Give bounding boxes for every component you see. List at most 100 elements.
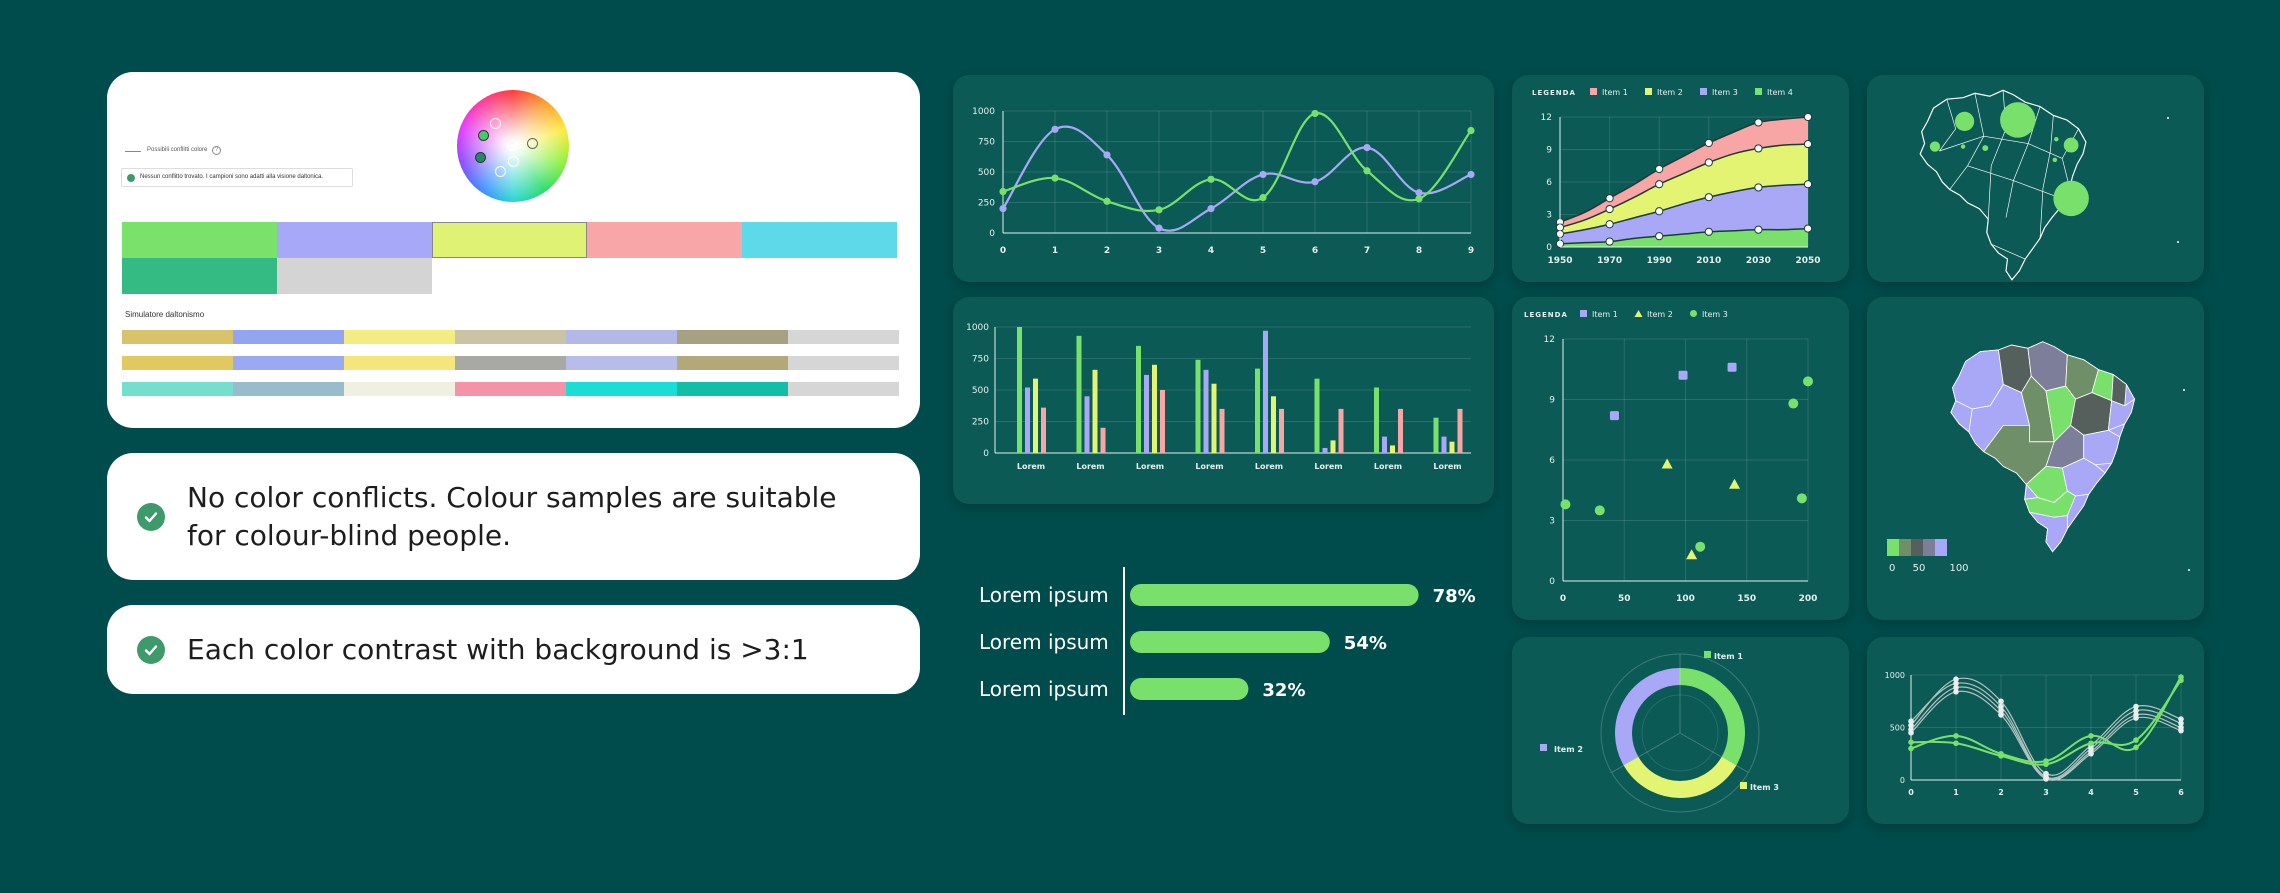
no-conflicts-message: No color conflicts. Colour samples are s… bbox=[137, 473, 877, 560]
simulation-swatch bbox=[566, 356, 677, 370]
scatter-chart-panel: LEGENDA Item 1 Item 2 Item 3 0 3 6 9 12 0 50 100 150… bbox=[1512, 297, 1849, 620]
contrast-text: Each color contrast with background is >… bbox=[187, 632, 809, 666]
data-point bbox=[1051, 125, 1059, 133]
wheel-handle[interactable] bbox=[527, 138, 538, 149]
legend-label: Item 4 bbox=[1767, 88, 1793, 97]
simulation-swatch bbox=[233, 356, 344, 370]
x-tick-label: 9 bbox=[1468, 246, 1474, 256]
bar bbox=[1084, 396, 1090, 453]
wheel-handle[interactable] bbox=[475, 152, 486, 163]
info-icon[interactable]: ? bbox=[212, 146, 221, 155]
data-point bbox=[1259, 170, 1267, 179]
simulation-swatch bbox=[566, 330, 677, 344]
palette-swatch[interactable] bbox=[742, 222, 897, 258]
y-tick-label: 12 bbox=[1541, 113, 1552, 123]
y-tick-label: 1000 bbox=[1885, 671, 1905, 680]
simulation-swatch bbox=[233, 330, 344, 344]
simulation-swatch bbox=[122, 330, 233, 344]
bar bbox=[1041, 407, 1046, 453]
bar bbox=[1195, 359, 1201, 453]
data-point bbox=[1754, 183, 1763, 192]
data-point bbox=[1363, 167, 1371, 175]
x-tick-label: Lorem bbox=[1255, 462, 1283, 471]
data-point bbox=[1655, 164, 1664, 174]
series-line bbox=[1559, 143, 1809, 229]
bar bbox=[1203, 369, 1209, 453]
legend-swatch bbox=[1935, 539, 1947, 556]
multi-line-chart-panel: 0 500 1000 0 1 2 3 4 5 6 bbox=[1867, 637, 2204, 824]
simulation-swatch bbox=[677, 330, 788, 344]
wheel-handle[interactable] bbox=[495, 166, 506, 177]
data-point bbox=[2133, 703, 2139, 710]
line-chart-panel: 0 250 500 750 1000 0 1 2 3 4 5 6 7 8 9 bbox=[953, 75, 1494, 282]
legend-tick-label: 50 bbox=[1913, 563, 1926, 574]
wheel-handle[interactable] bbox=[490, 118, 501, 129]
y-tick-label: 6 bbox=[1549, 456, 1555, 466]
donut-chart: Item 1 Item 2 Item 3 bbox=[1540, 651, 1779, 813]
divider-line bbox=[1679, 732, 1749, 773]
simulation-swatch bbox=[122, 382, 233, 396]
data-point bbox=[1259, 194, 1267, 202]
x-tick-label: 1990 bbox=[1647, 256, 1672, 266]
data-point bbox=[1467, 170, 1475, 179]
bar bbox=[1152, 364, 1157, 453]
wheel-handle[interactable] bbox=[508, 156, 519, 167]
data-point bbox=[1467, 126, 1475, 135]
donut-slice bbox=[1679, 668, 1745, 766]
x-tick-label: 7 bbox=[1364, 246, 1370, 256]
simulator-label: Simulatore daltonismo bbox=[125, 310, 205, 319]
y-tick-label: 750 bbox=[978, 138, 995, 148]
wheel-handle[interactable] bbox=[507, 140, 518, 151]
x-tick-label: 50 bbox=[1618, 594, 1631, 604]
palette-swatch[interactable] bbox=[432, 222, 587, 258]
bar bbox=[1382, 436, 1387, 453]
x-tick-label: 150 bbox=[1737, 594, 1756, 604]
palette-swatch[interactable] bbox=[277, 222, 432, 258]
map-bubble bbox=[2052, 157, 2058, 163]
data-point bbox=[2133, 715, 2139, 721]
area-fill bbox=[1560, 228, 1808, 247]
data-point bbox=[1661, 458, 1673, 469]
palette-swatch[interactable] bbox=[277, 258, 432, 294]
bar bbox=[1033, 378, 1038, 453]
y-tick-label: 1000 bbox=[966, 323, 989, 333]
legend-swatch bbox=[1580, 310, 1587, 317]
legend-title: LEGENDA bbox=[1532, 89, 1576, 97]
data-point bbox=[1998, 703, 2004, 710]
data-point bbox=[2178, 720, 2184, 727]
x-tick-label: Lorem bbox=[1314, 462, 1342, 471]
data-point bbox=[1788, 398, 1799, 409]
data-point bbox=[2043, 761, 2049, 768]
palette-swatch[interactable] bbox=[122, 258, 277, 294]
color-wheel[interactable] bbox=[457, 90, 569, 202]
no-conflicts-card: No color conflicts. Colour samples are s… bbox=[107, 453, 920, 580]
contrast-message: Each color contrast with background is >… bbox=[137, 627, 877, 672]
conflict-line bbox=[125, 151, 141, 152]
region-border bbox=[1939, 135, 2063, 159]
x-tick-label: Lorem bbox=[1136, 462, 1164, 471]
legend-swatch bbox=[1740, 782, 1747, 789]
data-point bbox=[1155, 224, 1163, 232]
map-bubble bbox=[1929, 141, 1941, 152]
divider-line bbox=[1611, 732, 1681, 773]
bubble-map-panel bbox=[1867, 75, 2204, 282]
bar bbox=[1457, 408, 1463, 453]
series-line bbox=[1559, 116, 1809, 223]
data-point bbox=[1803, 180, 1813, 189]
x-tick-label: 5 bbox=[2133, 788, 2139, 797]
wheel-handle[interactable] bbox=[478, 130, 489, 141]
simulation-swatch bbox=[677, 382, 788, 396]
map-bubble bbox=[2000, 102, 2036, 138]
bar bbox=[1219, 408, 1225, 453]
legend-swatch bbox=[1704, 651, 1711, 658]
x-tick-label: 2050 bbox=[1795, 256, 1820, 266]
data-point bbox=[1953, 689, 1959, 695]
series-line bbox=[1002, 112, 1472, 213]
data-point bbox=[1908, 729, 1914, 736]
palette-swatch[interactable] bbox=[122, 222, 277, 258]
donut-chart-panel: Item 1 Item 2 Item 3 bbox=[1512, 637, 1849, 824]
bar bbox=[1322, 447, 1328, 453]
palette-swatch[interactable] bbox=[587, 222, 742, 258]
legend-swatch bbox=[1645, 88, 1652, 95]
bar bbox=[1271, 396, 1276, 453]
